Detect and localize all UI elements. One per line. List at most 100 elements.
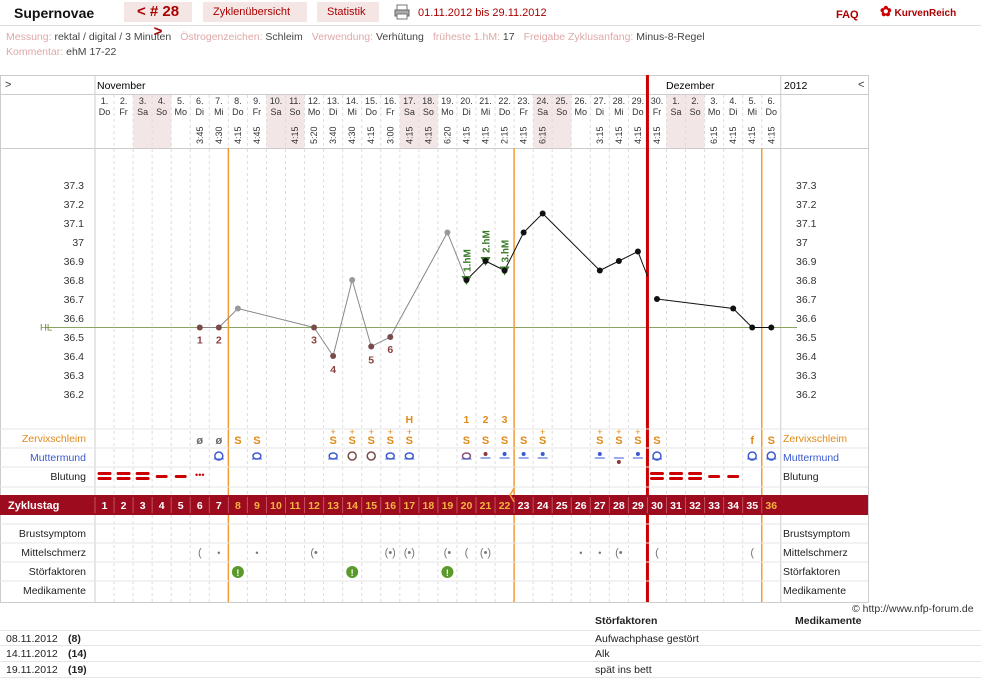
bleeding-mark (708, 475, 721, 478)
zervix-plus-mark: + (597, 427, 602, 437)
cycle-day-number: 3 (140, 500, 146, 512)
weekday-label: Fr (386, 107, 395, 117)
zervix-mark: S (349, 435, 356, 447)
measure-time: 5:20 (309, 126, 319, 144)
temp-line (523, 213, 544, 233)
zervix-plus-mark: + (388, 427, 393, 437)
cycle-day-number: 15 (365, 500, 377, 512)
nav-right-button[interactable]: < (858, 79, 864, 91)
weekday-label: So (290, 107, 301, 117)
note-date: 08.11.2012 (6, 633, 58, 645)
temp-point (634, 248, 641, 255)
mittelschmerz-icon: • (598, 548, 601, 558)
faq-link[interactable]: FAQ (836, 9, 859, 21)
cycle-day-number: 2 (121, 500, 127, 512)
cycle-navigator[interactable]: < # 28 > (124, 2, 192, 40)
bleeding-heavy-mark (688, 477, 703, 480)
temp-line (332, 279, 353, 357)
measure-time: 3:15 (595, 126, 605, 144)
measure-time: 2:15 (500, 126, 510, 144)
cycle-day-number: 21 (480, 500, 492, 512)
cycle-day-number: 8 (235, 500, 241, 512)
weekend-shade (418, 95, 438, 148)
mittelschmerz-icon: (•) (385, 547, 396, 559)
nav-left-button[interactable]: > (5, 79, 11, 91)
cycle-day-number: 17 (403, 500, 415, 512)
muttermund-dot-icon (521, 452, 526, 456)
top-bar: Supernovae < # 28 > Zyklenübersicht Stat… (0, 0, 981, 40)
cycle-day-number: 22 (499, 500, 511, 512)
measure-time: 4:15 (633, 126, 643, 144)
cycle-day-number: 34 (727, 500, 739, 512)
bleeding-heavy-mark (135, 477, 150, 480)
zervix-mark: S (368, 435, 375, 447)
cycle-day-number: 4 (159, 500, 165, 512)
y-tick-left: 36.9 (64, 256, 85, 268)
hm-label: 3.hM (501, 240, 512, 263)
logo[interactable]: ✿ KurvenReich (880, 3, 956, 20)
day-number: 21. (479, 96, 492, 106)
printer-icon[interactable] (394, 4, 410, 20)
logo-text: KurvenReich (894, 8, 957, 19)
temp-point (349, 277, 356, 283)
temp-point (368, 343, 375, 350)
cycle-overview-link[interactable]: Zyklenübersicht (203, 2, 307, 22)
stoerfaktor-icon-glyph: ! (236, 568, 239, 578)
day-number: 23. (517, 96, 530, 106)
meta-value: Verhütung (375, 31, 424, 43)
zervix-plus-mark: + (616, 427, 621, 437)
row-label-zervix: Zervixschleim (22, 433, 86, 445)
y-tick-left: 36.8 (64, 275, 85, 287)
mittelschmerz-icon: (• (310, 547, 318, 559)
logo-icon: ✿ (880, 3, 892, 19)
weekday-label: Do (499, 107, 511, 117)
row-label-mittel: Mittelschmerz (21, 547, 86, 559)
note-text: Alk (595, 648, 610, 660)
temp-point (653, 296, 660, 302)
temp-line (237, 308, 315, 328)
weekday-label: Mi (481, 107, 491, 117)
bleeding-heavy-mark (649, 477, 664, 480)
muttermund-icon (328, 452, 338, 460)
stoerfaktor-icon (441, 566, 454, 578)
temp-point (215, 324, 222, 331)
temp-line (218, 308, 239, 328)
meta-value: Schleim (265, 31, 303, 43)
bleeding-mark (155, 475, 168, 478)
day-number: 18. (422, 96, 435, 106)
row-label-right-medi: Medikamente (783, 585, 846, 597)
low-label: 4 (330, 364, 336, 376)
bleeding-heavy-mark (649, 472, 664, 475)
weekday-label: Mo (575, 107, 588, 117)
day-number: 13. (327, 96, 340, 106)
measure-time: 4:15 (290, 126, 300, 144)
measure-time: 6:15 (709, 126, 719, 144)
zervix-mark: S (406, 435, 413, 447)
muttermund-icon (252, 452, 262, 460)
weekday-label: Do (365, 107, 377, 117)
day-number: 15. (365, 96, 378, 106)
temp-point (730, 305, 737, 312)
muttermund-dot-icon (616, 460, 621, 464)
row-label-right-muttermund: Muttermund (783, 452, 839, 464)
zyklustag-bar (0, 495, 868, 515)
meta-value: ehM 17-22 (66, 46, 117, 58)
statistics-link[interactable]: Statistik (317, 2, 379, 22)
day-number: 27. (594, 96, 607, 106)
note-date: 19.11.2012 (6, 664, 58, 676)
mittelschmerz-icon: ( (198, 547, 202, 559)
weekday-label: So (556, 107, 567, 117)
cycle-day-number: 13 (327, 500, 339, 512)
day-number: 26. (575, 96, 588, 106)
temp-point (196, 324, 203, 331)
stoerfaktor-icon-glyph: ! (351, 568, 354, 578)
zervix-mark: f (750, 435, 754, 447)
bleeding-heavy-mark (669, 472, 684, 475)
zervix-mark: S (653, 435, 660, 447)
zervix-mark: S (501, 435, 508, 447)
measure-time: 4:15 (423, 126, 433, 144)
mittelschmerz-icon: (•) (480, 547, 491, 559)
y-tick-left: 37.3 (64, 180, 85, 192)
day-number: 7. (215, 96, 223, 106)
day-number: 16. (384, 96, 397, 106)
